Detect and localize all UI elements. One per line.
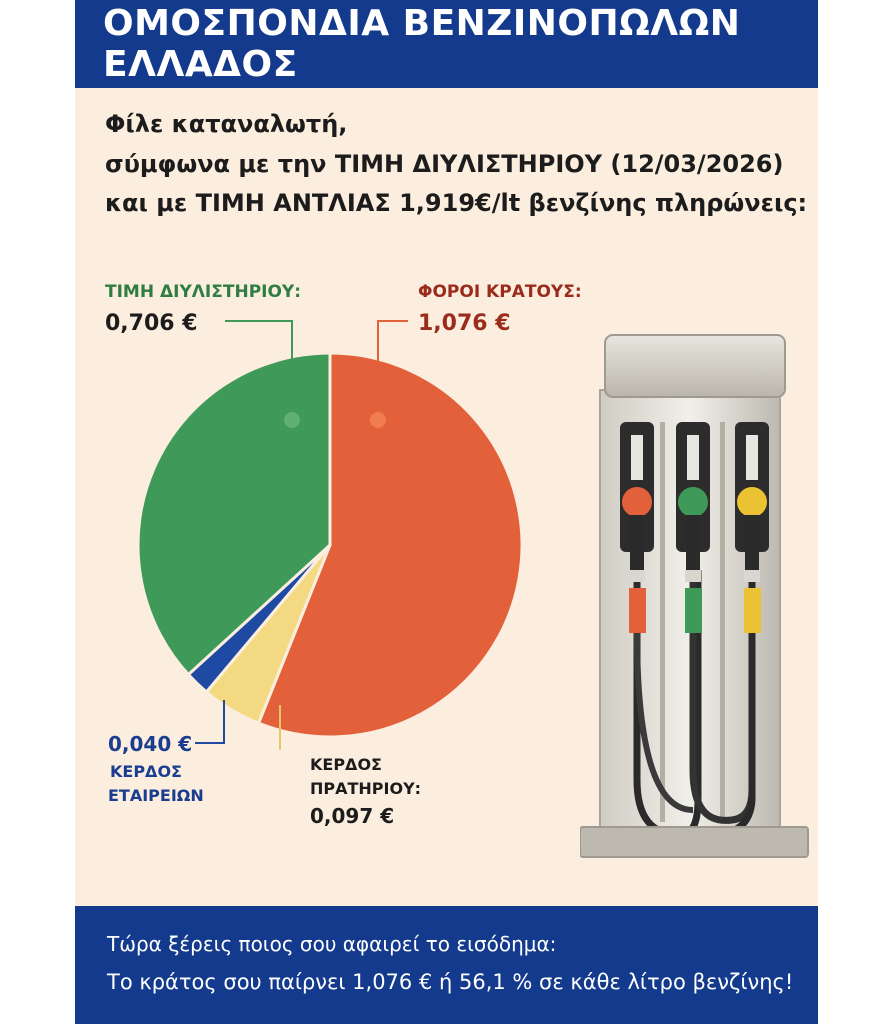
refinery-leader-dot — [284, 412, 300, 428]
header-title: ΟΜΟΣΠΟΝΔΙΑ ΒΕΝΖΙΝΟΠΩΛΩΝ ΕΛΛΑΔΟΣ — [103, 3, 741, 85]
intro-line-2: σύμφωνα με την ΤΙΜΗ ΔΙΥΛΙΣΤΗΡΙΟΥ (12/03/… — [105, 150, 783, 178]
pie-slice-0 — [256, 351, 524, 739]
station-label-title-2: ΠΡΑΤΗΡΙΟΥ: — [310, 779, 422, 798]
fuel-pump-icon — [580, 334, 809, 858]
pie-slices — [136, 351, 524, 739]
taxes-leader-dot — [370, 412, 386, 428]
refinery-label-title: ΤΙΜΗ ΔΙΥΛΙΣΤΗΡΙΟΥ: — [105, 282, 302, 302]
refinery-leader-line — [225, 320, 293, 420]
intro-line-2-prefix: σύμφωνα με την — [105, 150, 335, 178]
intro-line-3-bold: ΤΙΜΗ ΑΝΤΛΙΑΣ 1,919€/lt — [195, 189, 521, 217]
refinery-label-value: 0,706 € — [105, 311, 198, 336]
taxes-label-value: 1,076 € — [418, 311, 511, 336]
taxes-label-title: ΦΟΡΟΙ ΚΡΑΤΟΥΣ: — [418, 282, 582, 302]
pie-chart — [136, 320, 524, 750]
footer-banner: Τώρα ξέρεις ποιος σου αφαιρεί το εισόδημ… — [75, 906, 818, 1024]
intro-line-2-bold: ΤΙΜΗ ΔΙΥΛΙΣΤΗΡΙΟΥ (12/03/2026) — [334, 150, 784, 178]
footer-line-1: Τώρα ξέρεις ποιος σου αφαιρεί το εισόδημ… — [107, 932, 557, 956]
station-label-value: 0,097 € — [310, 804, 395, 828]
header-banner: ΟΜΟΣΠΟΝΔΙΑ ΒΕΝΖΙΝΟΠΩΛΩΝ ΕΛΛΑΔΟΣ — [75, 0, 818, 88]
footer-line-2: Το κράτος σου παίρνει 1,076 € ή 56,1 % σ… — [107, 970, 794, 994]
poster: ΟΜΟΣΠΟΝΔΙΑ ΒΕΝΖΙΝΟΠΩΛΩΝ ΕΛΛΑΔΟΣ Φίλε κατ… — [75, 0, 818, 1024]
intro-line-3-suffix: βενζίνης πληρώνεις: — [520, 189, 808, 217]
companies-label-value: 0,040 € — [108, 732, 193, 756]
station-label-title-1: ΚΕΡΔΟΣ — [310, 755, 382, 774]
companies-label-title-1: ΚΕΡΔΟΣ — [110, 762, 182, 781]
pie-slice-3 — [136, 351, 332, 677]
taxes-leader-line — [377, 320, 408, 420]
companies-label-title-2: ΕΤΑΙΡΕΙΩΝ — [108, 786, 204, 805]
intro-line-3-prefix: και με — [105, 189, 196, 217]
intro-line-1: Φίλε καταναλωτή, — [105, 110, 348, 138]
intro-line-3: και με ΤΙΜΗ ΑΝΤΛΙΑΣ 1,919€/lt βενζίνης π… — [105, 189, 807, 217]
companies-leader-line — [195, 700, 225, 744]
